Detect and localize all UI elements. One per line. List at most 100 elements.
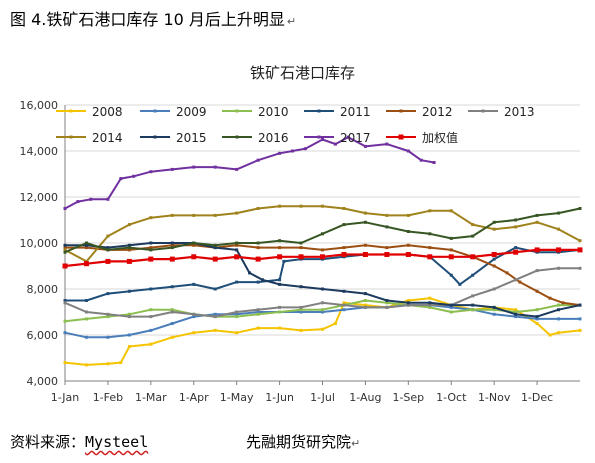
data-point-2012: [256, 246, 260, 250]
legend-label-2016: 2016: [258, 131, 289, 145]
data-point-2010: [321, 308, 324, 312]
legend-marker-2017: [317, 135, 321, 139]
data-point-2009: [106, 335, 110, 339]
data-point-2010: [235, 315, 239, 319]
data-point-2016: [127, 246, 131, 250]
institution-name: 先融期货研究院↵: [246, 431, 360, 452]
legend-label-2017: 2017: [340, 131, 371, 145]
data-point-2010: [385, 301, 389, 305]
data-point-2010: [149, 308, 153, 312]
legend-marker-2014: [69, 135, 73, 139]
data-point-2008: [256, 326, 260, 330]
data-point-加权值: [105, 258, 111, 264]
caption-text: 图 4.铁矿石港口库存 10 月后上升明显: [10, 10, 285, 29]
data-point-2014: [149, 216, 153, 220]
data-point-2016: [299, 241, 303, 245]
return-mark: ↵: [286, 15, 297, 28]
data-point-2012: [492, 264, 496, 268]
data-point-2015: [578, 303, 582, 307]
data-point-2017: [432, 161, 436, 164]
data-point-2017: [290, 149, 294, 153]
data-point-2015: [299, 285, 303, 289]
x-tick-label: 1-Feb: [93, 391, 123, 404]
y-tick-label: 8,000: [27, 283, 59, 296]
data-point-加权值: [191, 254, 197, 260]
data-point-2015: [492, 305, 496, 309]
data-point-2009: [535, 317, 539, 321]
data-point-2009: [256, 310, 260, 314]
data-point-2008: [127, 345, 131, 348]
data-point-2012: [192, 243, 196, 247]
data-point-2015: [278, 282, 282, 286]
data-point-2017: [278, 151, 282, 155]
data-point-2011: [213, 287, 217, 291]
data-point-2014: [192, 213, 196, 217]
data-point-2015: [149, 241, 153, 245]
data-point-2009: [235, 312, 239, 316]
data-point-2017: [89, 197, 93, 201]
data-point-2013: [235, 310, 239, 314]
data-point-2013: [492, 287, 496, 291]
x-tick-label: 1-Oct: [436, 391, 467, 404]
data-point-2010: [256, 312, 260, 316]
data-point-2008: [235, 331, 239, 335]
data-point-2015: [535, 315, 539, 319]
data-point-2017: [192, 165, 196, 169]
data-point-2012: [363, 243, 367, 247]
data-point-2008: [363, 303, 367, 307]
data-point-2012: [278, 246, 282, 250]
data-point-2017: [256, 158, 260, 162]
data-point-2017: [235, 167, 239, 171]
data-point-2011: [149, 287, 153, 291]
data-point-2016: [321, 232, 324, 236]
data-point-2009: [213, 312, 217, 316]
data-point-2017: [76, 200, 80, 204]
data-point-2010: [557, 303, 561, 307]
data-point-2013: [342, 303, 346, 307]
data-point-2015: [428, 301, 432, 305]
return-mark-footer: ↵: [351, 437, 361, 450]
data-point-2010: [299, 308, 303, 312]
data-point-2017: [170, 167, 174, 171]
data-point-2015: [248, 271, 252, 275]
data-point-2008: [149, 342, 153, 346]
data-point-2015: [260, 278, 264, 282]
legend-label-2010: 2010: [258, 105, 289, 119]
data-point-2014: [235, 211, 239, 215]
source-label: 资料来源：: [10, 433, 86, 451]
data-point-2014: [299, 204, 303, 208]
data-point-2014: [321, 204, 324, 208]
data-point-2010: [170, 308, 174, 312]
y-tick-label: 10,000: [20, 237, 59, 250]
data-point-2011: [458, 282, 462, 286]
data-point-2012: [235, 243, 239, 247]
data-point-2013: [256, 308, 260, 312]
data-point-加权值: [126, 258, 132, 264]
legend-label-2011: 2011: [340, 105, 371, 119]
data-point-2013: [106, 312, 110, 316]
data-point-加权值: [148, 256, 154, 262]
x-tick-label: 1-Aug: [349, 391, 381, 404]
data-point-2013: [149, 315, 153, 319]
data-point-2015: [170, 241, 174, 245]
figure-caption: 图 4.铁矿石港口库存 10 月后上升明显 ↵: [10, 6, 296, 30]
data-point-2011: [449, 273, 453, 277]
data-point-2010: [278, 310, 282, 314]
series-line-2017: [64, 136, 435, 210]
x-tick-label: 1-Jan: [51, 391, 80, 404]
data-point-2014: [63, 248, 67, 252]
data-point-2015: [557, 308, 561, 312]
data-point-2016: [213, 243, 217, 247]
data-point-2013: [127, 315, 131, 319]
data-point-2013: [213, 315, 217, 319]
data-point-2009: [170, 322, 174, 325]
data-point-加权值: [212, 256, 218, 262]
data-point-2016: [235, 241, 239, 245]
data-point-2014: [385, 213, 389, 217]
y-tick-label: 6,000: [27, 329, 59, 342]
data-point-2016: [170, 246, 174, 250]
legend-marker-2011: [317, 109, 321, 113]
data-point-2017: [321, 138, 324, 141]
data-point-2009: [149, 328, 153, 332]
